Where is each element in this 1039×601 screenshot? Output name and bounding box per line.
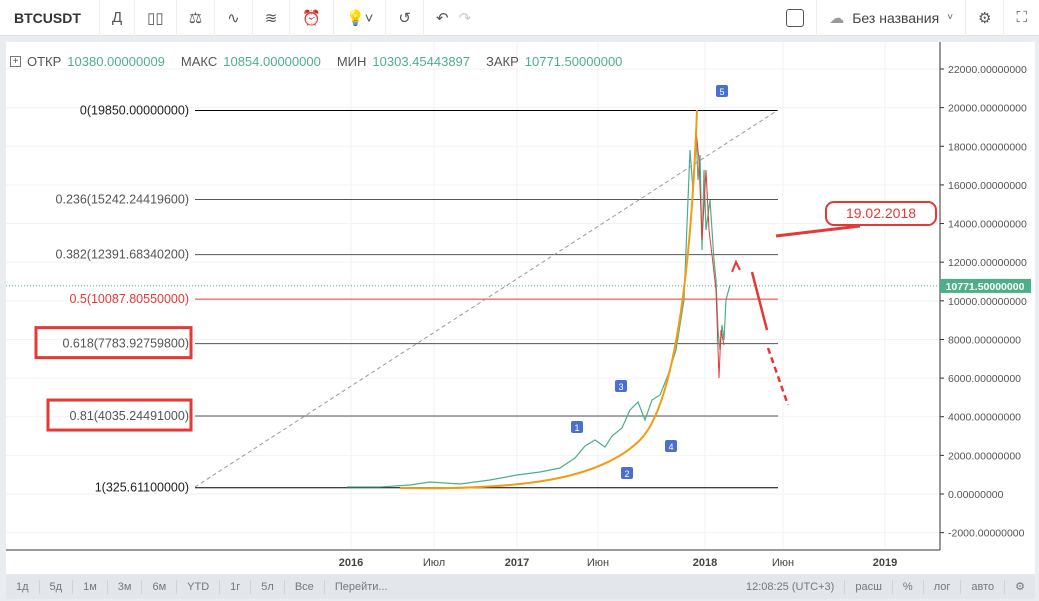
time-tick-label: 2018 xyxy=(693,557,717,569)
chart-pane[interactable] xyxy=(6,42,1035,574)
interval-button[interactable]: Д xyxy=(100,0,136,36)
last-price-label: 10771.50000000 xyxy=(946,281,1025,293)
scale-option-button[interactable]: авто xyxy=(961,579,1006,594)
ideas-icon[interactable]: 💡˅ xyxy=(334,0,387,36)
price-tick-label: 12000.00000000 xyxy=(948,257,1027,269)
scale-option-button[interactable]: расш xyxy=(845,579,893,594)
fib-level-label: 0.618(7783.92759800) xyxy=(62,337,189,351)
gear-icon[interactable]: ⚙ xyxy=(1015,580,1025,593)
layout-name-button[interactable]: ☁ Без названия ˅ xyxy=(817,0,967,36)
scale-option-button[interactable]: % xyxy=(893,579,924,594)
date-callout[interactable] xyxy=(825,201,937,226)
ohlc-legend: + ОТКР 10380.00000009 МАКС 10854.00000000 … xyxy=(10,54,632,69)
price-tick-label: 0.00000000 xyxy=(948,489,1004,501)
low-value: 10303.45443897 xyxy=(372,54,471,69)
highlight-box xyxy=(46,398,193,432)
wave-badge[interactable] xyxy=(716,85,728,97)
symbol-search[interactable]: BTCUSDT xyxy=(0,0,100,36)
low-label: МИН xyxy=(336,54,367,69)
top-toolbar: BTCUSDT Д ▯▯ ⚖ ∿ ≋ ⏰ 💡˅ ↺ ↶ ↷ ☁ Без назва… xyxy=(0,0,1039,36)
price-tick-label: 10000.00000000 xyxy=(948,296,1027,308)
down-arrow-dashed-icon xyxy=(766,347,790,406)
indicators-icon[interactable]: ∿ xyxy=(215,0,253,36)
price-tick-label: -2000.00000000 xyxy=(948,528,1025,540)
fib-level-label: 1(325.61100000) xyxy=(95,481,189,495)
range-button[interactable]: 5л xyxy=(251,579,285,594)
price-tick-label: 20000.00000000 xyxy=(948,103,1027,115)
wave-label: 5 xyxy=(719,87,724,97)
redo-icon[interactable]: ↷ xyxy=(458,9,472,27)
callout-arrow xyxy=(775,224,861,238)
price-tick-label: 16000.00000000 xyxy=(948,180,1027,192)
high-label: МАКС xyxy=(180,54,218,69)
fib-level-label: 0.382(12391.68340200) xyxy=(56,248,189,262)
price-tick-label: 2000.00000000 xyxy=(948,450,1021,462)
chevron-down-icon: ˅ xyxy=(947,12,954,23)
clock: 12:08:25 (UTC+3) xyxy=(736,579,846,594)
close-value: 10771.50000000 xyxy=(524,54,623,69)
price-tick-label: 6000.00000000 xyxy=(948,373,1021,385)
close-label: ЗАКР xyxy=(486,54,519,69)
gear-icon[interactable]: ⚙ xyxy=(966,0,1005,36)
scale-option-button[interactable]: лог xyxy=(924,579,962,594)
price-tick-label: 4000.00000000 xyxy=(948,412,1021,424)
layout-square-icon[interactable] xyxy=(774,0,818,36)
wave-label: 2 xyxy=(624,469,629,479)
price-tick-label: 14000.00000000 xyxy=(948,219,1027,231)
wave-label: 4 xyxy=(668,442,673,452)
down-arrow-icon xyxy=(750,271,769,331)
layout-name: Без названия xyxy=(852,9,940,26)
fib-level-label: 0.236(15242.24419600) xyxy=(56,193,189,207)
bottom-bar: 1д 5д 1м 3м 6м YTD 1г 5л Все Перейти... 12:08:25 … xyxy=(6,574,1035,599)
time-tick-label: Июн xyxy=(772,557,794,569)
wave-label: 3 xyxy=(618,382,623,392)
date-callout-text: 19.02.2018 xyxy=(846,205,916,221)
last-price-badge xyxy=(940,278,1031,293)
range-button[interactable]: Перейти... xyxy=(334,580,388,593)
fullscreen-icon[interactable]: ⛶ xyxy=(1016,9,1027,26)
wave-badge[interactable] xyxy=(665,440,677,452)
wave-badge[interactable] xyxy=(621,467,633,479)
templates-icon[interactable]: ≋ xyxy=(253,0,291,36)
range-button[interactable]: 6м xyxy=(142,579,178,594)
range-button[interactable]: 3м xyxy=(108,579,143,594)
cloud-icon: ☁ xyxy=(829,9,845,27)
open-value: 10380.00000009 xyxy=(67,54,165,69)
time-tick-label: Июн xyxy=(587,557,609,569)
compare-icon[interactable]: ⚖ xyxy=(177,0,216,36)
price-tick-label: 22000.00000000 xyxy=(948,64,1027,76)
range-button[interactable]: 5д xyxy=(40,579,74,594)
range-button[interactable]: 1г xyxy=(220,579,252,594)
range-button[interactable]: 1д xyxy=(6,579,40,594)
wave-badge[interactable] xyxy=(615,380,627,392)
fib-level-label: 0.5(10087.80550000) xyxy=(69,292,189,306)
price-tick-label: 8000.00000000 xyxy=(948,334,1021,346)
expand-icon[interactable]: + xyxy=(10,56,21,67)
time-tick-label: 2017 xyxy=(505,557,529,569)
price-tick-label: 18000.00000000 xyxy=(948,141,1027,153)
range-button[interactable]: 1м xyxy=(73,579,108,594)
undo-icon[interactable]: ↶ ↷ xyxy=(436,9,472,27)
wave-label: 1 xyxy=(574,423,579,433)
price-series xyxy=(347,129,731,488)
fib-level-label: 0(19850.00000000) xyxy=(80,104,189,118)
high-value: 10854.00000000 xyxy=(223,54,321,69)
replay-icon[interactable]: ↺ xyxy=(386,0,424,36)
range-button[interactable]: Все xyxy=(285,579,325,594)
wave-badge[interactable] xyxy=(571,421,583,433)
up-arrow-icon xyxy=(731,259,741,273)
parabolic-curve xyxy=(399,109,698,490)
candles-icon[interactable]: ▯▯ xyxy=(135,0,177,36)
time-tick-label: 2016 xyxy=(339,557,363,569)
alert-icon[interactable]: ⏰ xyxy=(290,0,334,36)
open-label: ОТКР xyxy=(27,54,62,69)
highlight-box xyxy=(34,326,193,360)
fib-trend-line[interactable] xyxy=(194,109,779,488)
fib-level-label: 0.81(4035.24491000) xyxy=(69,409,189,423)
range-button[interactable]: YTD xyxy=(177,579,221,594)
time-tick-label: Июл xyxy=(423,557,445,569)
time-tick-label: 2019 xyxy=(873,557,897,569)
